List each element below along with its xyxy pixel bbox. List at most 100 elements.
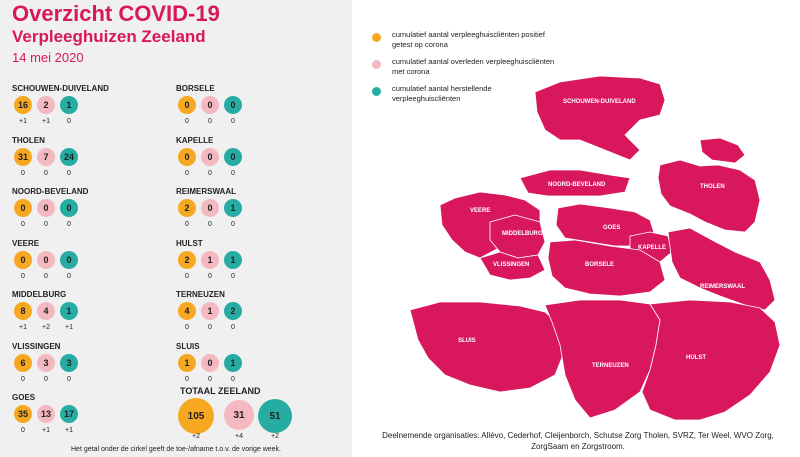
deceased-circle: 0 bbox=[201, 199, 219, 217]
deceased-circle: 1 bbox=[201, 250, 219, 269]
recovered-circle: 0 bbox=[224, 96, 242, 114]
deceased-delta: 0 bbox=[208, 118, 212, 125]
region-noord-beveland: NOORD-BEVELAND 0 0 0 0 0 0 bbox=[12, 187, 162, 235]
map-terneuzen bbox=[544, 299, 661, 419]
region-terneuzen: TERNEUZEN 4 1 2 0 0 0 bbox=[176, 290, 326, 338]
region-name: NOORD-BEVELAND bbox=[12, 187, 89, 196]
map-schouwen-duiveland bbox=[534, 75, 666, 161]
deceased-delta: 0 bbox=[44, 221, 48, 228]
positive-delta: 0 bbox=[21, 272, 25, 280]
map-label-hulst: HULST bbox=[686, 355, 706, 361]
deceased-circle: 0 bbox=[201, 353, 219, 372]
region-borsele: BORSELE 0 0 0 0 0 0 bbox=[176, 84, 326, 132]
deceased-delta: 0 bbox=[208, 221, 212, 228]
region-sluis: SLUIS 1 0 1 0 0 0 bbox=[176, 342, 326, 390]
deceased-circle: 0 bbox=[201, 147, 219, 166]
map-label-terneuzen: TERNEUZEN bbox=[592, 363, 629, 369]
recovered-delta: 0 bbox=[67, 169, 71, 177]
map-hulst bbox=[641, 299, 781, 421]
legend-positive-text: cumulatief aantal verpleeghuiscliënten p… bbox=[392, 30, 546, 49]
deceased-delta: +1 bbox=[42, 427, 50, 434]
recovered-delta: +1 bbox=[65, 324, 73, 331]
positive-delta: +1 bbox=[19, 324, 27, 331]
deceased-delta: 0 bbox=[44, 375, 48, 383]
region-reimerswaal: REIMERSWAAL 2 0 1 0 0 0 bbox=[176, 187, 326, 235]
map-label-goes: GOES bbox=[603, 225, 620, 231]
deceased-delta: 0 bbox=[208, 272, 212, 280]
region-name: GOES bbox=[12, 393, 36, 402]
positive-circle: 35 bbox=[14, 405, 32, 423]
total-positive-delta: +2 bbox=[192, 433, 200, 440]
deceased-circle: 7 bbox=[37, 147, 55, 166]
map-label-noord-beveland: NOORD-BEVELAND bbox=[548, 182, 606, 188]
positive-circle: 0 bbox=[178, 147, 196, 166]
region-goes: GOES 35 13 17 0 +1 +1 bbox=[12, 393, 162, 441]
positive-delta: +1 bbox=[19, 118, 27, 125]
deceased-circle: 0 bbox=[37, 199, 55, 217]
positive-delta: 0 bbox=[185, 118, 189, 125]
region-name: TERNEUZEN bbox=[176, 290, 225, 299]
map-reimerswaal bbox=[667, 227, 776, 311]
positive-delta: 0 bbox=[185, 221, 189, 228]
positive-delta: 0 bbox=[21, 427, 25, 434]
recovered-circle: 1 bbox=[224, 353, 242, 372]
positive-circle: 0 bbox=[14, 199, 32, 217]
positive-delta: 0 bbox=[21, 221, 25, 228]
map-label-kapelle: KAPELLE bbox=[638, 245, 666, 251]
positive-circle: 31 bbox=[14, 147, 32, 166]
recovered-circle: 17 bbox=[60, 405, 78, 423]
map-sluis bbox=[409, 301, 566, 393]
region-name: SLUIS bbox=[176, 341, 200, 351]
deceased-delta: +2 bbox=[42, 324, 50, 331]
teal-dot-icon bbox=[372, 87, 381, 96]
recovered-circle: 24 bbox=[60, 147, 78, 166]
map-label-schouwen: SCHOUWEN-DUIVELAND bbox=[563, 99, 636, 105]
recovered-circle: 1 bbox=[60, 96, 78, 114]
positive-circle: 4 bbox=[178, 302, 196, 320]
region-tholen: THOLEN 31 7 24 0 0 0 bbox=[12, 136, 162, 184]
positive-delta: 0 bbox=[21, 169, 25, 177]
region-name: SCHOUWEN-DUIVELAND bbox=[12, 84, 109, 93]
legend-deceased-text: cumulatief aantal overleden verpleeghuis… bbox=[392, 57, 555, 76]
recovered-circle: 1 bbox=[224, 199, 242, 217]
deceased-delta: 0 bbox=[208, 169, 212, 177]
region-name: REIMERSWAAL bbox=[176, 187, 236, 196]
region-veere: VEERE 0 0 0 0 0 0 bbox=[12, 239, 162, 287]
participating-organisations: Deelnemende organisaties: Allévo, Cederh… bbox=[382, 431, 774, 451]
deceased-circle: 4 bbox=[37, 302, 55, 320]
region-name: MIDDELBURG bbox=[12, 290, 67, 299]
positive-circle: 2 bbox=[178, 199, 196, 217]
positive-delta: 0 bbox=[185, 169, 189, 177]
map-borsele bbox=[547, 239, 666, 297]
report-date: 14 mei 2020 bbox=[12, 50, 84, 65]
recovered-delta: 0 bbox=[231, 375, 235, 383]
region-name: VLISSINGEN bbox=[12, 341, 61, 351]
recovered-delta: 0 bbox=[231, 272, 235, 280]
map-label-reimerswaal: REIMERSWAAL bbox=[700, 284, 745, 290]
total-recovered-delta: +2 bbox=[271, 433, 279, 440]
positive-circle: 2 bbox=[178, 250, 196, 269]
map-tholen-north bbox=[699, 137, 746, 164]
positive-circle: 8 bbox=[14, 302, 32, 320]
total-positive-circle: 105 bbox=[178, 398, 214, 434]
positive-circle: 0 bbox=[178, 96, 196, 114]
positive-delta: 0 bbox=[185, 272, 189, 280]
map-vlissingen bbox=[479, 251, 546, 281]
recovered-circle: 3 bbox=[60, 353, 78, 372]
deceased-delta: 0 bbox=[208, 375, 212, 383]
map-tholen bbox=[657, 159, 761, 233]
recovered-circle: 2 bbox=[224, 302, 242, 320]
total-deceased-circle: 31 bbox=[224, 400, 254, 430]
region-name: HULST bbox=[176, 238, 203, 248]
deceased-delta: +1 bbox=[42, 118, 50, 125]
positive-delta: 0 bbox=[185, 324, 189, 331]
page-subtitle: Verpleeghuizen Zeeland bbox=[12, 27, 206, 46]
deceased-delta: 0 bbox=[208, 324, 212, 331]
map-label-borsele: BORSELE bbox=[585, 262, 614, 268]
region-middelburg: MIDDELBURG 8 4 1 +1 +2 +1 bbox=[12, 290, 162, 338]
region-vlissingen: VLISSINGEN 6 3 3 0 0 0 bbox=[12, 342, 162, 390]
deceased-circle: 0 bbox=[37, 250, 55, 269]
positive-delta: 0 bbox=[21, 375, 25, 383]
total-recovered-circle: 51 bbox=[258, 399, 292, 433]
footnote: Het getal onder de cirkel geeft de toe-/… bbox=[71, 446, 281, 453]
